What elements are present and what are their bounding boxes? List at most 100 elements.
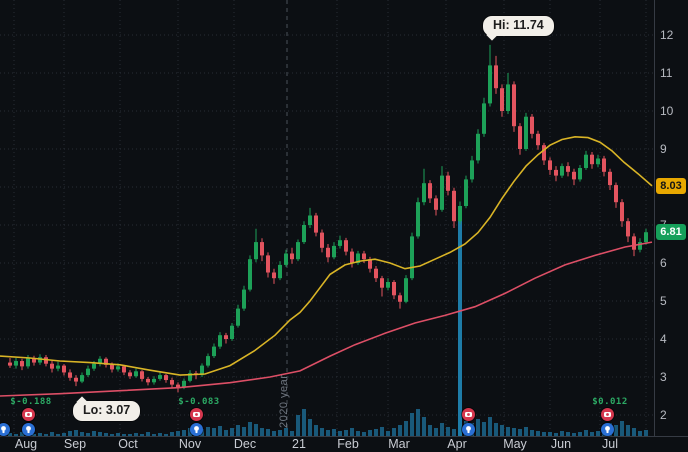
candle-body bbox=[608, 171, 612, 186]
event-marker-icon[interactable] bbox=[462, 423, 475, 436]
volume-bar bbox=[110, 434, 114, 437]
volume-bar bbox=[488, 417, 492, 437]
volume-bar bbox=[518, 429, 522, 437]
time-axis[interactable]: Aug Sep Oct Nov Dec 21 Feb Mar Apr May Jun Jul bbox=[0, 436, 688, 452]
volume-bar bbox=[266, 429, 270, 437]
volume-bar bbox=[164, 434, 168, 437]
candle-body bbox=[344, 240, 348, 252]
price-axis[interactable]: 12111098765432 8.03 6.81 bbox=[654, 0, 688, 452]
candle-body bbox=[122, 366, 126, 373]
volume-bar bbox=[86, 433, 90, 437]
volume-bar bbox=[56, 434, 60, 437]
price-tick-label: 12 bbox=[660, 28, 674, 42]
candle-body bbox=[482, 103, 486, 134]
volume-bar bbox=[98, 432, 102, 437]
time-tick-label: May bbox=[503, 437, 527, 451]
volume-bar bbox=[104, 433, 108, 437]
volume-bar bbox=[74, 430, 78, 437]
earnings-marker-icon[interactable] bbox=[601, 408, 614, 421]
volume-bar bbox=[128, 434, 132, 437]
time-tick-label: Jun bbox=[550, 437, 572, 451]
time-tick-label: 21 bbox=[292, 437, 306, 451]
candle-body bbox=[218, 335, 222, 347]
price-tick-label: 3 bbox=[660, 370, 667, 384]
candle-body bbox=[548, 160, 552, 170]
volume-bar bbox=[476, 419, 480, 437]
volume-bar bbox=[296, 415, 300, 437]
candle-body bbox=[20, 361, 24, 367]
volume-bar bbox=[392, 428, 396, 437]
earnings-marker-icon[interactable] bbox=[462, 408, 475, 421]
candle-body bbox=[284, 253, 288, 265]
volume-bar bbox=[536, 431, 540, 437]
event-marker-icon[interactable] bbox=[190, 423, 203, 436]
candle-body bbox=[212, 346, 216, 357]
event-marker-icon[interactable] bbox=[22, 423, 35, 436]
candle-body bbox=[68, 372, 72, 378]
volume-bar bbox=[578, 432, 582, 437]
candle-body bbox=[296, 242, 300, 260]
candle-body bbox=[458, 206, 462, 222]
volume-bar bbox=[368, 430, 372, 437]
candle-body bbox=[398, 295, 402, 302]
year-divider-label: 2020 year bbox=[278, 374, 290, 428]
candle-body bbox=[530, 116, 534, 134]
volume-bar bbox=[278, 430, 282, 437]
candle-body bbox=[332, 245, 336, 258]
price-tick-label: 6 bbox=[660, 256, 667, 270]
candle-body bbox=[428, 183, 432, 199]
candle-body bbox=[266, 255, 270, 273]
volume-bar bbox=[590, 432, 594, 437]
earnings-marker-icon[interactable] bbox=[22, 408, 35, 421]
volume-bar bbox=[356, 431, 360, 437]
eps-label: $-0.188 bbox=[10, 397, 52, 407]
candle-body bbox=[350, 251, 354, 263]
volume-bar bbox=[404, 421, 408, 437]
candle-body bbox=[116, 366, 120, 370]
volume-bar bbox=[326, 430, 330, 437]
volume-bar bbox=[596, 431, 600, 437]
price-tick-label: 11 bbox=[660, 66, 673, 80]
volume-bar bbox=[200, 429, 204, 437]
candle-body bbox=[356, 253, 360, 263]
candle-body bbox=[584, 154, 588, 168]
volume-bar bbox=[92, 431, 96, 437]
candle-body bbox=[224, 335, 228, 339]
volume-bar bbox=[68, 431, 72, 437]
volume-bar bbox=[626, 425, 630, 437]
volume-bar bbox=[452, 429, 456, 437]
candle-body bbox=[590, 154, 594, 165]
volume-bar bbox=[212, 428, 216, 437]
volume-bar bbox=[140, 434, 144, 437]
volume-bar bbox=[500, 425, 504, 437]
candle-body bbox=[56, 365, 60, 369]
candle-body bbox=[554, 169, 558, 176]
candle-body bbox=[242, 289, 246, 309]
volume-bar bbox=[362, 432, 366, 437]
event-marker-icon[interactable] bbox=[601, 423, 614, 436]
time-tick-label: Nov bbox=[178, 437, 202, 451]
volume-bar bbox=[560, 431, 564, 437]
volume-bar bbox=[218, 426, 222, 437]
volume-bar bbox=[254, 424, 258, 437]
candle-body bbox=[38, 357, 42, 363]
candle-body bbox=[434, 198, 438, 210]
candle-body bbox=[272, 272, 276, 279]
slow-ma-line bbox=[0, 241, 653, 397]
volume-bar bbox=[62, 433, 66, 437]
candle-body bbox=[236, 308, 240, 326]
price-tick-label: 2 bbox=[660, 408, 667, 422]
volume-bar bbox=[572, 433, 576, 437]
time-tick-label: Feb bbox=[337, 437, 359, 451]
price-tick-label: 9 bbox=[660, 142, 667, 156]
volume-bar bbox=[146, 432, 150, 437]
time-tick-label: Aug bbox=[14, 437, 38, 451]
volume-bar bbox=[350, 428, 354, 437]
earnings-marker-icon[interactable] bbox=[190, 408, 203, 421]
volume-bar bbox=[50, 432, 54, 437]
event-marker-icon[interactable] bbox=[0, 423, 10, 436]
high-price-text: Hi: 11.74 bbox=[493, 18, 544, 32]
candle-body bbox=[464, 179, 468, 206]
candle-body bbox=[614, 185, 618, 203]
